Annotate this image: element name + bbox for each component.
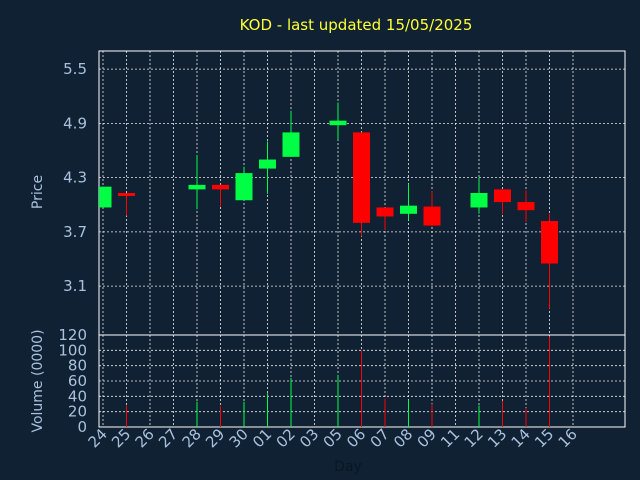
x-tick-label: 30 — [226, 425, 252, 451]
price-tick-label: 3.1 — [63, 277, 87, 295]
price-tick-label: 5.5 — [63, 60, 87, 78]
volume-bars — [126, 336, 550, 427]
x-tick-label: 02 — [273, 425, 299, 451]
x-tick-label: 12 — [461, 425, 487, 451]
x-tick-label: 14 — [508, 425, 534, 451]
volume-tick-label: 40 — [68, 387, 87, 405]
volume-tick-label: 0 — [77, 418, 87, 436]
volume-tick-label: 60 — [68, 372, 87, 390]
x-tick-label: 24 — [85, 425, 111, 451]
x-tick-label: 11 — [437, 425, 463, 451]
candle-body — [494, 189, 511, 203]
candle-body — [353, 132, 370, 223]
volume-tick-label: 100 — [58, 341, 87, 359]
x-tick-label: 08 — [390, 425, 416, 451]
volume-tick-label: 80 — [68, 357, 87, 375]
x-tick-label: 09 — [414, 425, 440, 451]
candle-body — [470, 193, 488, 208]
candle-body — [212, 184, 229, 190]
candle-body — [188, 184, 206, 190]
x-tick-label: 26 — [132, 425, 158, 451]
x-tick-label: 25 — [108, 425, 134, 451]
x-tick-label: 16 — [555, 425, 581, 451]
x-tick-label: 29 — [202, 425, 228, 451]
candle-body — [99, 186, 112, 208]
candle-body — [235, 173, 253, 201]
candle-body — [329, 120, 347, 126]
candle-body — [517, 202, 535, 211]
price-tick-label: 4.3 — [63, 169, 87, 187]
x-tick-label: 07 — [367, 425, 393, 451]
candle-body — [400, 205, 417, 214]
price-y-ticks: 5.5 4.9 4.3 3.7 3.1 — [63, 60, 87, 295]
candle-body — [541, 221, 558, 264]
candle-body — [259, 159, 276, 169]
price-axis-label: Price — [30, 175, 46, 209]
x-axis-label: Day — [334, 459, 362, 475]
price-tick-label: 4.9 — [63, 114, 87, 132]
candle-body — [376, 207, 394, 217]
volume-axis-label: Volume (0000) — [30, 329, 46, 432]
volume-tick-label: 20 — [68, 403, 87, 421]
x-tick-label: 13 — [484, 425, 510, 451]
x-tick-label: 03 — [296, 425, 322, 451]
x-tick-label: 28 — [179, 425, 205, 451]
x-ticks: 2425262728293001020305060708091112131415… — [85, 425, 581, 451]
price-tick-label: 3.7 — [63, 223, 87, 241]
x-tick-label: 05 — [320, 425, 346, 451]
x-tick-label: 01 — [249, 425, 275, 451]
chart-title: KOD - last updated 15/05/2025 — [240, 16, 473, 34]
x-tick-label: 15 — [531, 425, 557, 451]
x-tick-label: 27 — [155, 425, 181, 451]
volume-tick-label: 120 — [58, 326, 87, 344]
candle-body — [282, 132, 300, 157]
candle-body — [118, 193, 135, 196]
candles — [99, 102, 558, 309]
x-tick-label: 06 — [343, 425, 369, 451]
candle-body — [423, 206, 441, 226]
